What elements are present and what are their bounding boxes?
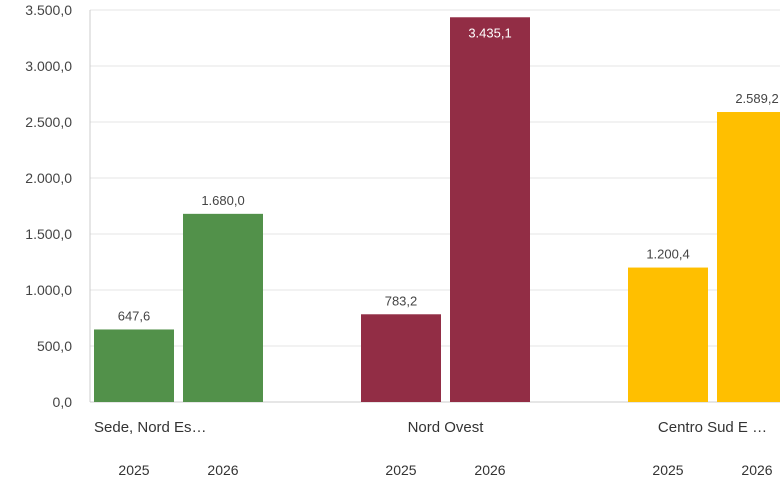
y-tick-label: 1.000,0 <box>25 282 72 298</box>
y-axis-ticks: 0,0 500,0 1.000,0 1.500,0 2.000,0 2.500,0 3.00… <box>25 2 72 410</box>
x-axis-labels: 2025 2026 Sede, Nord Es… 2025 2026 Nord Ovest… <box>94 419 773 478</box>
y-tick-label: 3.000,0 <box>25 58 72 74</box>
x-tick-label-year: 2026 <box>741 462 772 478</box>
x-tick-label-year: 2026 <box>474 462 505 478</box>
data-label: 783,2 <box>385 293 418 308</box>
y-tick-label: 3.500,0 <box>25 2 72 18</box>
y-tick-label: 2.000,0 <box>25 170 72 186</box>
x-tick-label-year: 2025 <box>652 462 683 478</box>
bar <box>450 17 530 403</box>
data-label: 1.680,0 <box>201 193 244 208</box>
y-tick-label: 0,0 <box>53 394 73 410</box>
bar <box>717 112 780 403</box>
bar <box>94 329 174 402</box>
y-tick-label: 2.500,0 <box>25 114 72 130</box>
x-group-label: Nord Ovest <box>408 419 485 436</box>
y-tick-label: 500,0 <box>37 338 72 354</box>
x-group-label: Centro Sud E … <box>658 419 767 436</box>
bars <box>94 17 780 403</box>
data-label: 3.435,1 <box>468 25 511 40</box>
x-tick-label-year: 2025 <box>385 462 416 478</box>
bar <box>183 213 263 402</box>
data-label: 647,6 <box>118 308 151 323</box>
data-label: 2.589,2 <box>735 91 778 106</box>
bar <box>628 267 708 402</box>
y-tick-label: 1.500,0 <box>25 226 72 242</box>
x-tick-label-year: 2025 <box>118 462 149 478</box>
x-group-label: Sede, Nord Es… <box>94 419 207 436</box>
data-labels: 647,6 1.680,0 783,2 3.435,1 1.200,4 2.589,2 <box>118 25 779 323</box>
x-tick-label-year: 2026 <box>207 462 238 478</box>
bar <box>361 314 441 402</box>
data-label: 1.200,4 <box>646 247 689 262</box>
